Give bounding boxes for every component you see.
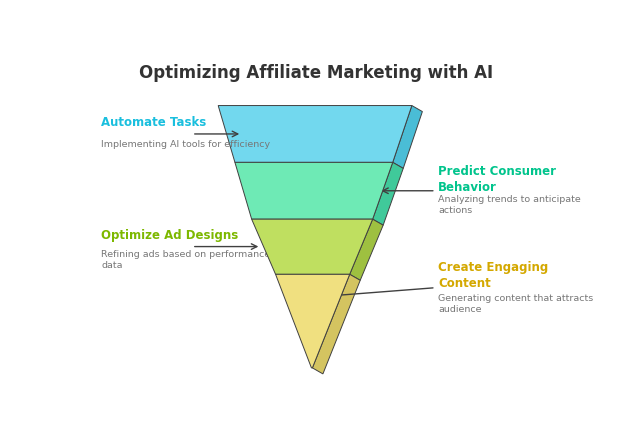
Text: Automate Tasks: Automate Tasks xyxy=(101,116,206,129)
Polygon shape xyxy=(218,105,412,162)
Polygon shape xyxy=(235,162,393,219)
Polygon shape xyxy=(276,274,350,368)
Polygon shape xyxy=(252,219,373,274)
Polygon shape xyxy=(373,162,404,225)
Text: Generating content that attracts
audience: Generating content that attracts audienc… xyxy=(438,294,594,315)
Text: Predict Consumer
Behavior: Predict Consumer Behavior xyxy=(438,164,556,194)
Polygon shape xyxy=(350,219,383,280)
Text: Optimizing Affiliate Marketing with AI: Optimizing Affiliate Marketing with AI xyxy=(139,64,493,82)
Text: Optimize Ad Designs: Optimize Ad Designs xyxy=(101,229,238,242)
Polygon shape xyxy=(393,105,423,168)
Text: Create Engaging
Content: Create Engaging Content xyxy=(438,261,549,290)
Text: Analyzing trends to anticipate
actions: Analyzing trends to anticipate actions xyxy=(438,195,581,215)
Text: Refining ads based on performance
data: Refining ads based on performance data xyxy=(101,250,270,270)
Polygon shape xyxy=(312,274,360,374)
Text: Implementing AI tools for efficiency: Implementing AI tools for efficiency xyxy=(101,141,270,149)
